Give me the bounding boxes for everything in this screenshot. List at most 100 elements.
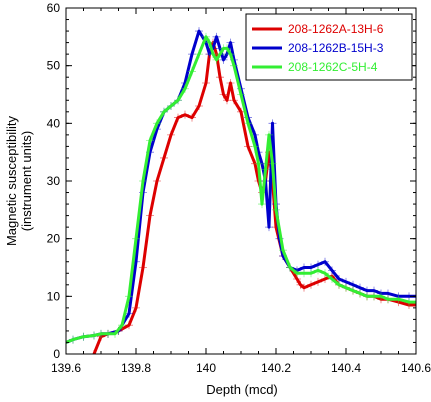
data-point bbox=[230, 96, 238, 105]
data-point bbox=[174, 113, 182, 122]
data-point bbox=[125, 321, 133, 330]
data-point bbox=[268, 159, 277, 168]
data-point bbox=[153, 119, 161, 128]
data-point bbox=[132, 234, 140, 243]
data-point bbox=[328, 266, 336, 275]
data-point bbox=[202, 32, 210, 41]
data-point bbox=[394, 295, 403, 304]
y-tick-label: 60 bbox=[47, 1, 61, 15]
x-tick-label: 140.2 bbox=[261, 361, 291, 375]
data-point bbox=[272, 205, 280, 214]
data-point bbox=[223, 44, 231, 53]
data-point bbox=[335, 280, 343, 289]
data-point bbox=[160, 153, 168, 162]
data-point bbox=[181, 84, 189, 93]
y-axis-label-line2: (instrument units) bbox=[19, 131, 34, 231]
y-tick-label: 50 bbox=[47, 59, 61, 73]
data-point bbox=[293, 269, 301, 278]
data-point bbox=[265, 130, 273, 139]
data-point bbox=[254, 159, 263, 168]
data-point bbox=[314, 277, 322, 286]
data-point bbox=[111, 329, 119, 338]
data-point bbox=[230, 61, 238, 70]
data-point bbox=[370, 292, 378, 301]
data-point bbox=[258, 200, 266, 209]
data-point bbox=[377, 292, 385, 301]
data-point bbox=[307, 269, 315, 278]
data-point bbox=[279, 246, 287, 255]
data-point bbox=[202, 78, 210, 87]
axes: 139.6 139.8 140 140.2 140.4 140.6 0 10 20 30 40 50 6… bbox=[47, 1, 431, 375]
data-point bbox=[153, 177, 161, 185]
y-tick-label: 30 bbox=[47, 174, 61, 188]
data-point bbox=[244, 142, 252, 151]
data-point bbox=[363, 292, 371, 301]
data-point bbox=[244, 119, 252, 128]
legend-label: 208-1262B-15H-3 bbox=[288, 41, 384, 55]
data-point bbox=[219, 90, 228, 99]
data-point bbox=[314, 266, 322, 275]
data-point bbox=[342, 283, 350, 292]
legend-label: 208-1262A-13H-6 bbox=[288, 22, 384, 36]
data-point bbox=[104, 329, 112, 338]
data-point bbox=[139, 263, 147, 272]
data-point bbox=[219, 55, 228, 64]
data-point bbox=[167, 130, 175, 139]
data-point bbox=[226, 78, 235, 87]
data-point bbox=[307, 280, 315, 289]
data-point bbox=[160, 107, 168, 116]
data-point bbox=[90, 350, 98, 354]
legend-label: 208-1262C-5H-4 bbox=[288, 60, 378, 74]
data-point bbox=[188, 67, 196, 76]
data-point bbox=[321, 257, 329, 266]
data-point bbox=[195, 50, 203, 59]
data-point bbox=[356, 289, 364, 298]
legend: 208-1262A-13H-6 208-1262B-15H-3 208-1262C-… bbox=[245, 13, 413, 81]
y-tick-label: 40 bbox=[47, 116, 61, 130]
data-point bbox=[321, 269, 329, 278]
data-point bbox=[146, 211, 154, 220]
data-point bbox=[125, 292, 133, 301]
data-point bbox=[412, 298, 416, 307]
data-point bbox=[209, 50, 217, 59]
data-point bbox=[328, 275, 336, 284]
data-point bbox=[237, 90, 245, 99]
data-point bbox=[97, 329, 105, 338]
data-point bbox=[251, 142, 259, 151]
x-tick-label: 139.8 bbox=[121, 361, 151, 375]
data-point bbox=[226, 50, 235, 59]
data-point bbox=[223, 96, 231, 105]
series-line bbox=[66, 35, 416, 344]
data-point bbox=[216, 50, 224, 59]
y-tick-label: 10 bbox=[47, 289, 61, 303]
data-point bbox=[205, 38, 214, 47]
data-point bbox=[195, 27, 203, 36]
data-point bbox=[146, 136, 154, 145]
data-point bbox=[188, 50, 196, 59]
data-point bbox=[349, 286, 357, 295]
data-point bbox=[132, 303, 140, 312]
x-tick-label: 139.6 bbox=[51, 361, 81, 375]
x-tick-label: 140 bbox=[196, 361, 216, 375]
data-point bbox=[286, 263, 294, 272]
x-tick-label: 140.4 bbox=[331, 361, 361, 375]
data-point bbox=[139, 177, 147, 185]
data-point bbox=[265, 223, 273, 232]
plot-area bbox=[66, 27, 416, 354]
data-point bbox=[118, 321, 126, 330]
x-axis-label: Depth (mcd) bbox=[206, 382, 278, 397]
data-point bbox=[167, 102, 175, 111]
data-point bbox=[412, 300, 416, 309]
data-point bbox=[181, 110, 189, 119]
data-point bbox=[174, 96, 182, 105]
data-point bbox=[69, 335, 77, 344]
y-tick-label: 0 bbox=[53, 347, 60, 361]
data-point bbox=[300, 283, 308, 292]
data-point bbox=[79, 332, 88, 341]
data-point bbox=[216, 73, 224, 82]
series-2 bbox=[66, 32, 416, 347]
data-point bbox=[188, 113, 196, 122]
data-point bbox=[212, 55, 221, 64]
data-point bbox=[195, 102, 203, 111]
